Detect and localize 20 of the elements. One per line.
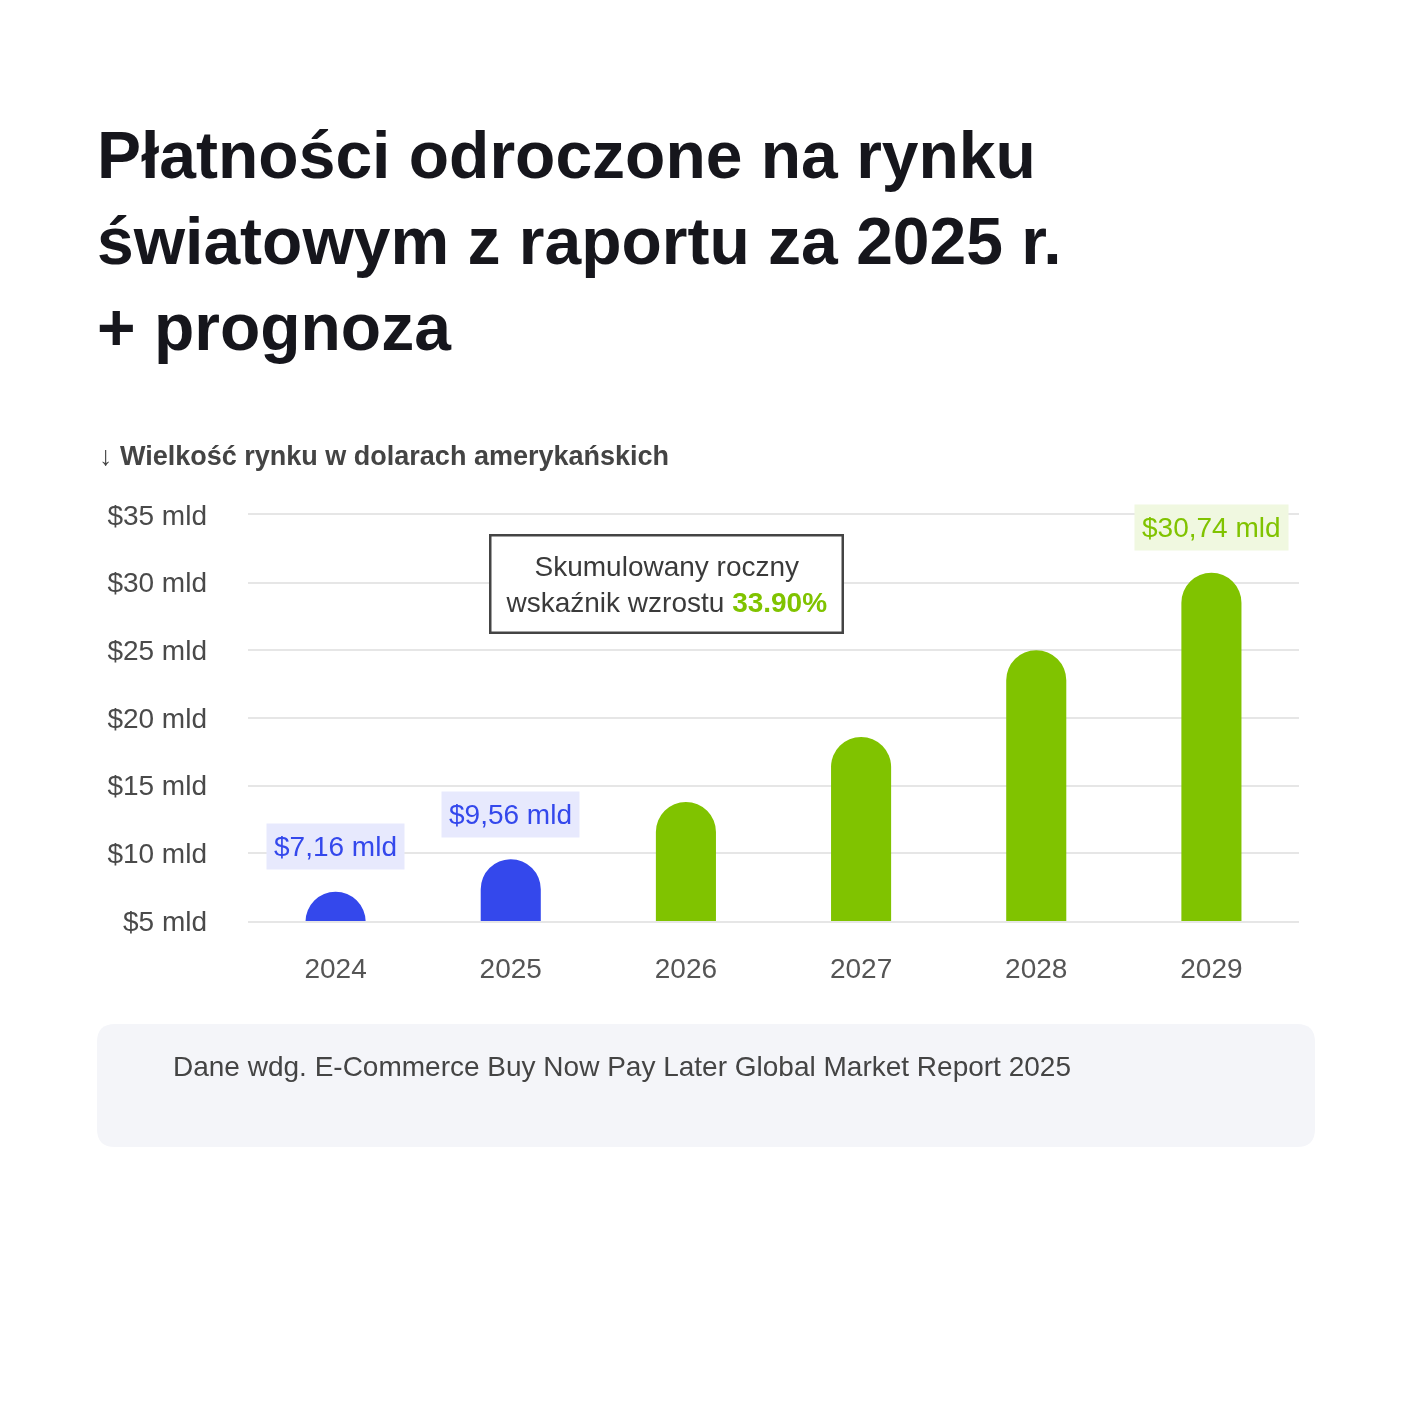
data-label: $7,16 mld <box>274 831 397 862</box>
y-tick-label: $20 mld <box>107 702 207 734</box>
y-tick-label: $10 mld <box>107 838 207 870</box>
y-tick-label: $5 mld <box>122 905 207 937</box>
data-label: $30,74 mld <box>1142 512 1281 543</box>
text: Dane wdg. E-Commerce Buy Now Pay Later Global Market Report 2025 <box>173 1051 1071 1082</box>
data-label: $9,56 mld <box>449 799 572 830</box>
x-tick-label: 2029 <box>1180 952 1243 984</box>
x-tick-label: 2025 <box>479 952 542 984</box>
y-tick-label: $30 mld <box>107 567 207 599</box>
y-tick-label: $15 mld <box>107 770 207 802</box>
y-tick-label: $35 mld <box>107 499 207 531</box>
chart-title: Płatności odroczone na rynku światowym z raportu za 2025 r. + prognoza <box>97 118 1062 364</box>
x-tick-label: 2024 <box>304 952 367 984</box>
x-tick-label: 2027 <box>829 952 893 984</box>
x-tick-label: 2026 <box>654 952 718 984</box>
y-tick-label: $25 mld <box>107 635 207 667</box>
chart-subtitle: ↓ Wielkość rynku w dolarach amerykańskich <box>99 441 670 471</box>
x-tick-label: 2028 <box>1005 952 1068 984</box>
annotation: Skumulowany roczny wskaźnik wzrostu 33.90% <box>505 550 828 618</box>
